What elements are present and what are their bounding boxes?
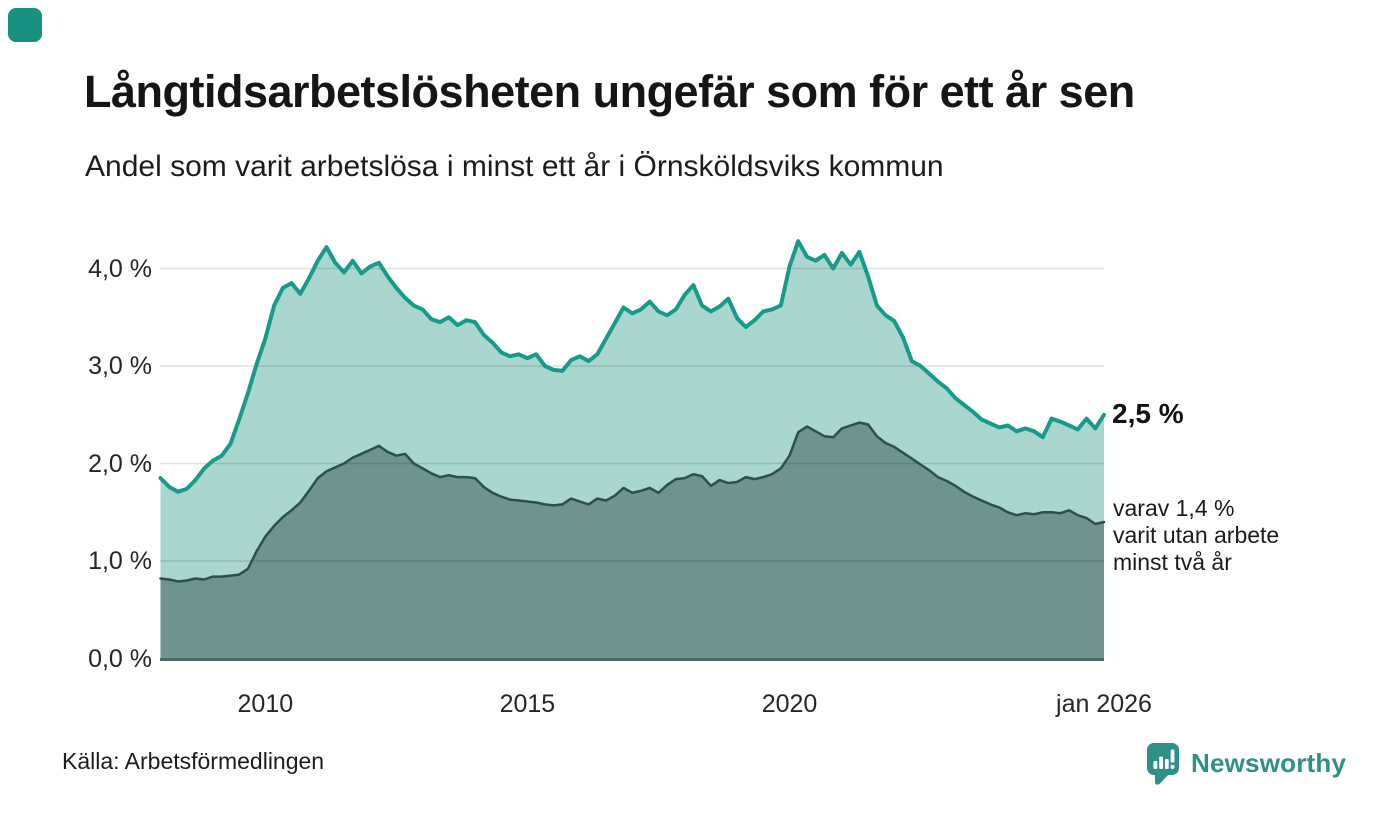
- series-area-1: [160, 422, 1104, 659]
- x-tick-label: 2010: [237, 690, 294, 718]
- page-subtitle: Andel som varit arbetslösa i minst ett å…: [85, 150, 944, 183]
- source-label: Källa: Arbetsförmedlingen: [62, 748, 325, 774]
- note-line-1: varav 1,4 %: [1113, 495, 1235, 521]
- page-title: Långtidsarbetslösheten ungefär som för e…: [84, 66, 1135, 117]
- series-line: [158, 239, 1106, 494]
- brand-corner-square: [8, 8, 42, 42]
- x-tick-label: 2020: [761, 690, 818, 718]
- series-line: [159, 421, 1106, 583]
- note-line-2: varit utan arbete: [1113, 522, 1280, 548]
- newsworthy-logo-text: Newsworthy: [1191, 748, 1347, 778]
- y-tick-label: 3,0 %: [88, 352, 152, 380]
- series-note-label: varav 1,4 % varit utan arbete minst två …: [1113, 495, 1279, 576]
- x-tick-label: 2015: [499, 690, 556, 718]
- y-tick-label: 4,0 %: [88, 254, 152, 283]
- y-tick-label: 0,0 %: [88, 644, 152, 673]
- newsworthy-logo: Newsworthy: [1146, 742, 1396, 788]
- series-end-value-label: 2,5 %: [1112, 397, 1184, 429]
- newsworthy-logo-icon: [1147, 743, 1179, 785]
- x-tick-label: jan 2026: [1056, 690, 1152, 718]
- y-tick-label: 1,0 %: [88, 547, 152, 575]
- note-line-3: minst två år: [1113, 549, 1232, 575]
- y-tick-label: 2,0 %: [88, 449, 152, 478]
